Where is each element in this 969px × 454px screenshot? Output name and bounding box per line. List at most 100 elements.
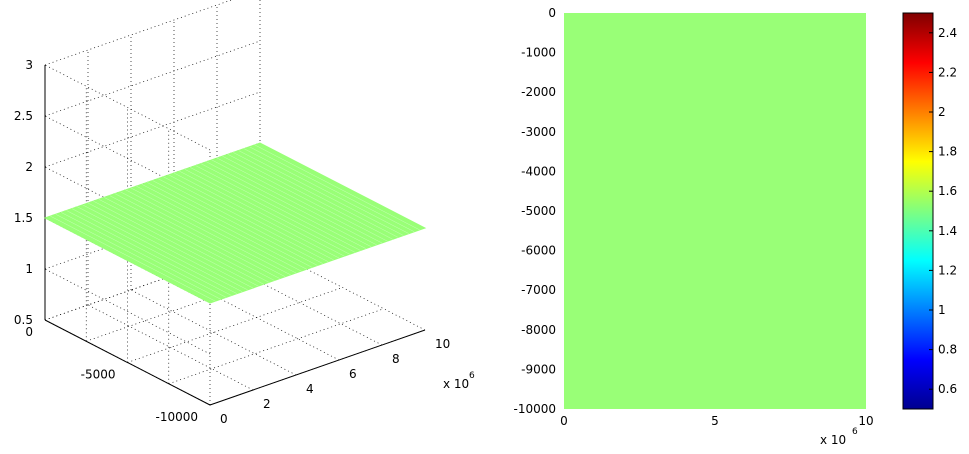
- colorbar-tick-label: 1.4: [938, 224, 957, 238]
- surface-mesh-line: [130, 187, 297, 274]
- colorbar-tick-label: 1.2: [938, 263, 957, 277]
- x-tick-label: 0: [220, 412, 228, 426]
- heatmap-y-tick-label: -3000: [521, 125, 556, 139]
- heatmap-y-tick-label: -2000: [521, 85, 556, 99]
- heatmap-y-tick-label: -7000: [521, 283, 556, 297]
- y-tick-label: -10000: [155, 410, 198, 424]
- surface-mesh-line: [211, 159, 377, 246]
- surface-mesh-line: [93, 200, 259, 287]
- colorbar-gradient: [902, 12, 934, 410]
- surface-plot: 0 2 4 6 8 10 0 -5000 -10000 0.5 1 1.5 2 2.5 3 x 10 6: [14, 0, 475, 426]
- surface-mesh-line: [157, 178, 323, 264]
- surface-mesh-line: [206, 161, 372, 247]
- x-axis-line: [209, 329, 426, 406]
- heatmap-y-tick-label: -1000: [521, 46, 556, 60]
- surface-mesh-line: [82, 204, 248, 291]
- heatmap-y-tick-label: -5000: [521, 204, 556, 218]
- surface-axes: [44, 65, 426, 406]
- colorbar-tick-label: 1.6: [938, 184, 957, 198]
- heatmap-tick-labels: 0 -1000 -2000 -3000 -4000 -5000 -6000 -7000 -800…: [513, 6, 873, 428]
- surface-mesh-line: [254, 144, 420, 231]
- heatmap-x-multiplier: x 10: [820, 433, 846, 447]
- y-tick-label: -5000: [81, 368, 116, 382]
- surface-mesh-line: [77, 206, 243, 292]
- floor-grid-line: [127, 287, 343, 363]
- surface-mesh-line: [114, 193, 280, 279]
- x-tick-label: 2: [263, 397, 271, 411]
- surface-mesh-line: [71, 208, 237, 294]
- surface-mesh-line: [222, 155, 388, 242]
- surface-mesh-line: [147, 182, 313, 268]
- surface-mesh-line: [120, 191, 286, 277]
- surface-mesh-line: [152, 180, 318, 266]
- heatmap-x-tick-label: 10: [858, 414, 873, 428]
- surface-mesh-line: [50, 215, 216, 302]
- surface-mesh-line: [173, 172, 340, 259]
- back-wall-grid-line: [44, 0, 233, 66]
- surface-mesh-line: [163, 176, 329, 262]
- x-tick-label: 8: [392, 352, 400, 366]
- surface-mesh-line: [195, 165, 361, 251]
- surface-mesh-line: [216, 157, 383, 244]
- floor-grid-line: [87, 304, 254, 391]
- colorbar-tick-label: 1: [938, 303, 946, 317]
- y-tick-label: 0: [25, 325, 33, 339]
- floor-grid-line: [130, 289, 297, 376]
- z-tick-label: 2: [25, 160, 33, 174]
- surface-x-multiplier: x 10: [443, 377, 469, 391]
- z-tick-label: 2.5: [14, 109, 33, 123]
- colorbar-tick-labels: 0.6 0.8 1 1.2 1.4 1.6 1.8 2 2.2 2.4: [929, 26, 957, 396]
- surface-mesh-line: [98, 199, 264, 285]
- side-wall-grid-line: [44, 64, 211, 151]
- colorbar-tick-label: 2: [938, 105, 946, 119]
- heatmap-x-tick-label: 0: [560, 414, 568, 428]
- heatmap-plot: 0 -1000 -2000 -3000 -4000 -5000 -6000 -7000 -800…: [513, 6, 873, 447]
- surface-tick-labels: 0 2 4 6 8 10 0 -5000 -10000 0.5 1 1.5 2 2.5 3: [14, 58, 450, 426]
- heatmap-fill: [564, 13, 866, 409]
- colorbar-tick-label: 2.2: [938, 65, 957, 79]
- colorbar-tick-label: 1.8: [938, 145, 957, 159]
- heatmap-x-tick-label: 5: [711, 414, 719, 428]
- surface-mesh-line: [125, 189, 291, 276]
- heatmap-y-tick-label: 0: [548, 6, 556, 20]
- floor-grid-line: [259, 244, 426, 331]
- x-tick-label: 10: [435, 337, 450, 351]
- heatmap-y-tick-label: -6000: [521, 244, 556, 258]
- surface-mesh-line: [87, 202, 254, 289]
- back-wall-grid-line: [44, 40, 261, 117]
- surface-mesh: [50, 144, 420, 302]
- side-wall-grid-line: [44, 268, 211, 355]
- y-axis-line: [44, 319, 211, 406]
- z-tick-label: 0.5: [14, 313, 33, 327]
- heatmap-y-tick-label: -9000: [521, 362, 556, 376]
- surface-mesh-line: [190, 167, 356, 253]
- surface-mesh-line: [243, 148, 409, 234]
- x-tick-label: 4: [306, 382, 314, 396]
- surface-mesh-line: [168, 174, 334, 261]
- surface-mesh-line: [66, 210, 232, 296]
- heatmap-y-tick-label: -10000: [513, 402, 556, 416]
- surface-mesh-line: [136, 185, 302, 272]
- surface-mesh-line: [179, 170, 345, 257]
- z-tick-label: 1: [25, 262, 33, 276]
- surface-mesh-line: [184, 169, 350, 255]
- z-tick-label: 1.5: [14, 211, 33, 225]
- z-tick-label: 3: [25, 58, 33, 72]
- colorbar-tick-label: 2.4: [938, 26, 957, 40]
- surface-mesh-line: [55, 214, 221, 300]
- surface-mesh-line: [227, 154, 393, 240]
- surface-mesh-line: [141, 184, 307, 270]
- heatmap-y-tick-label: -4000: [521, 164, 556, 178]
- x-tick-label: 6: [349, 367, 357, 381]
- colorbar-tick-label: 0.6: [938, 382, 957, 396]
- heatmap-x-multiplier-exponent: 6: [852, 427, 858, 437]
- surface-mesh-line: [249, 146, 415, 232]
- side-wall-grid-line: [44, 115, 211, 202]
- heatmap-y-tick-label: -8000: [521, 323, 556, 337]
- surface-mesh-line: [233, 152, 399, 238]
- colorbar: 0.6 0.8 1 1.2 1.4 1.6 1.8 2 2.2 2.4: [902, 12, 957, 410]
- floor-grid-line: [216, 259, 383, 346]
- surface-mesh-line: [104, 197, 270, 283]
- surface-mesh-line: [109, 195, 275, 281]
